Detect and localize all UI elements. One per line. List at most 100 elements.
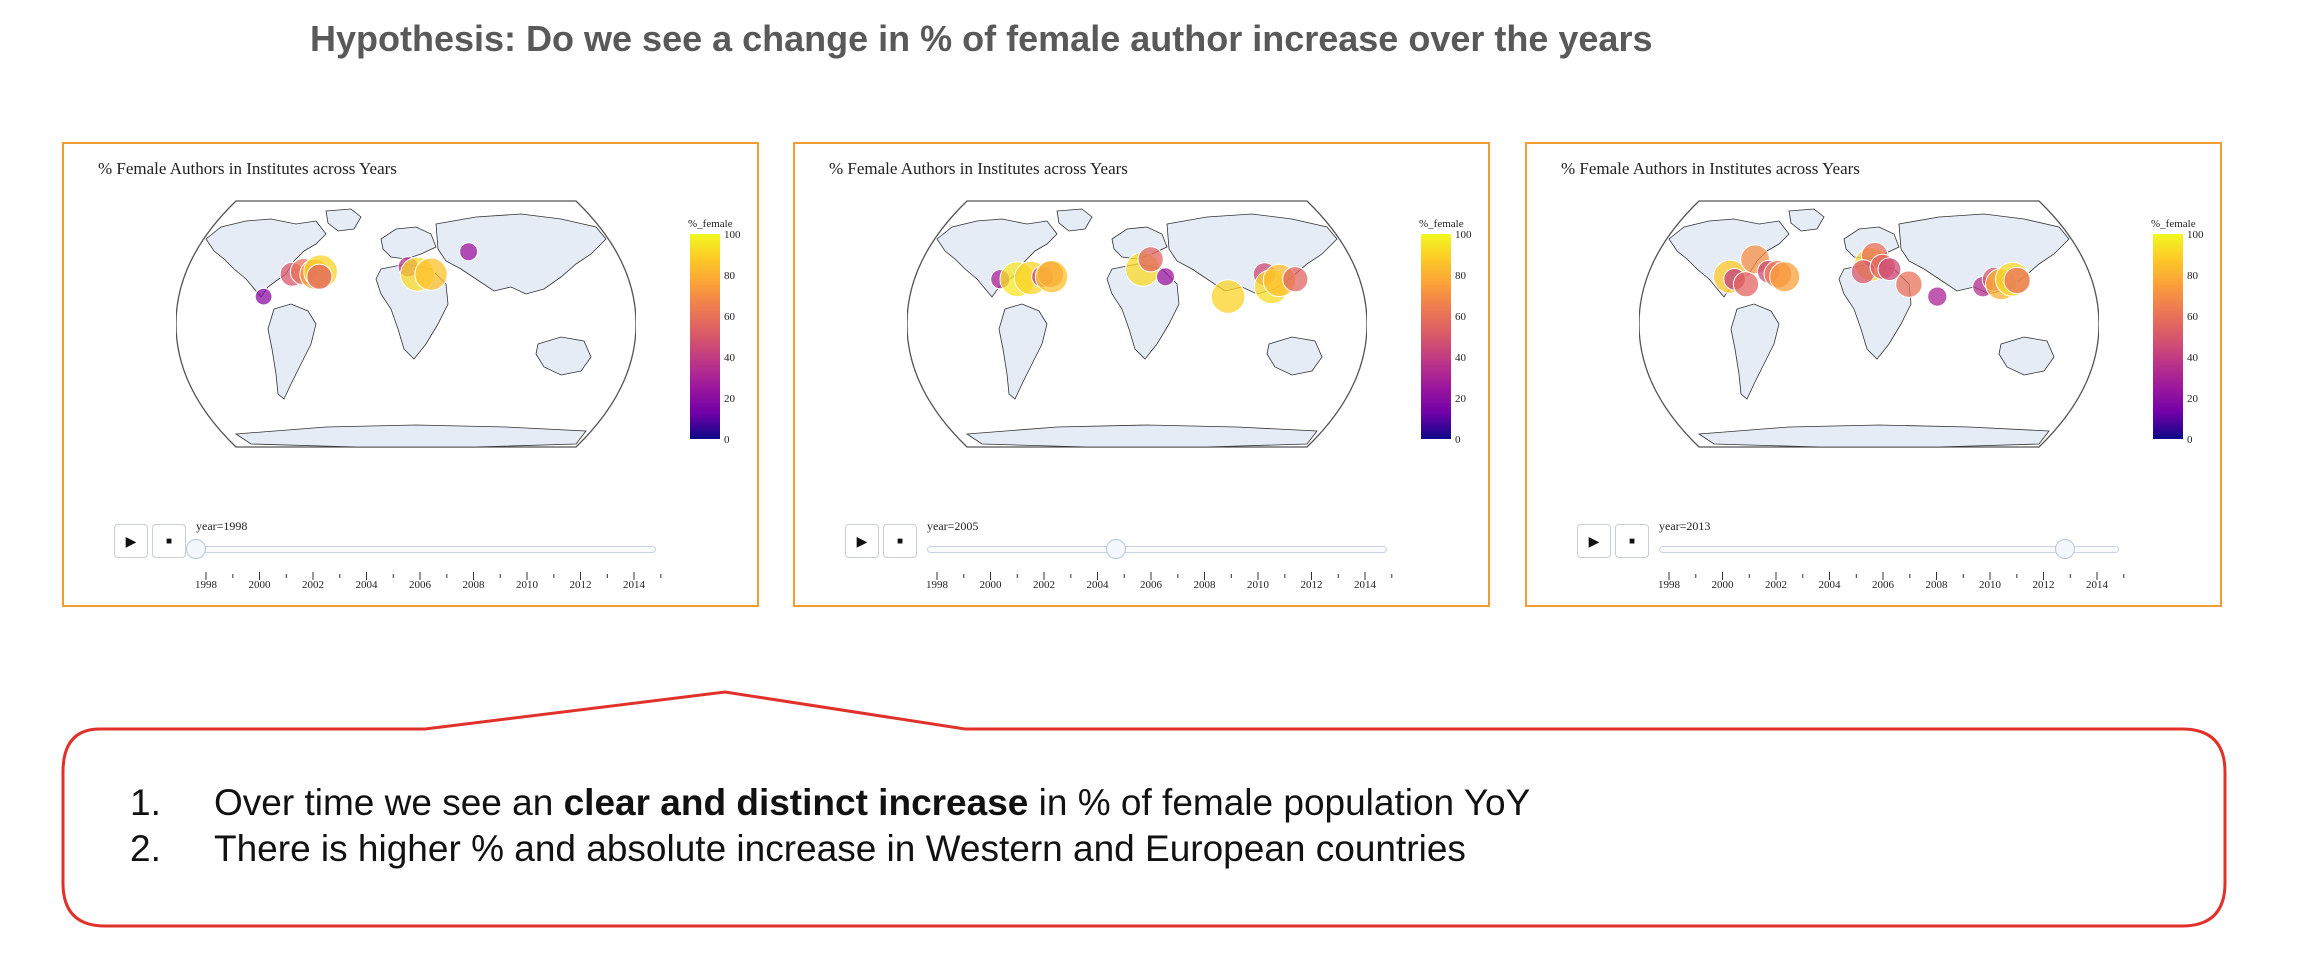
slider-ticks bbox=[205, 572, 662, 580]
data-point[interactable] bbox=[1732, 271, 1760, 298]
data-point[interactable] bbox=[2003, 266, 2031, 295]
data-point[interactable] bbox=[1282, 266, 1309, 293]
world-map bbox=[1639, 200, 2099, 448]
conclusion-emphasis: clear and distinct increase bbox=[563, 782, 1029, 823]
conclusion-text: There is higher % and absolute increase … bbox=[214, 828, 1466, 869]
data-point[interactable] bbox=[414, 257, 448, 291]
land-shape bbox=[1056, 208, 1093, 232]
slider-year-label[interactable]: 2012 bbox=[1300, 579, 1323, 591]
land-shape bbox=[965, 424, 1318, 448]
slider-year-label[interactable]: 2004 bbox=[1086, 579, 1109, 591]
conclusion-number: 1. bbox=[130, 782, 161, 823]
slider-year-label[interactable]: 1998 bbox=[195, 579, 217, 591]
chart-panel: % Female Authors in Institutes across Ye… bbox=[1525, 142, 2222, 607]
current-year-label: year=2013 bbox=[1659, 519, 1711, 533]
land-shape bbox=[380, 226, 437, 260]
colorbar-tick-label: 60 bbox=[2187, 311, 2198, 323]
slider-year-label[interactable]: 2002 bbox=[1033, 579, 1055, 591]
slider-year-label[interactable]: 2006 bbox=[409, 579, 431, 591]
conclusion-item: 2. There is higher % and absolute increa… bbox=[130, 826, 1530, 872]
play-icon: ▶ bbox=[1588, 532, 1600, 549]
colorbar-tick-label: 60 bbox=[724, 311, 735, 323]
slider-year-label[interactable]: 2010 bbox=[1979, 579, 2001, 591]
slider-ticks bbox=[1668, 572, 2125, 580]
data-point[interactable] bbox=[1895, 270, 1923, 298]
data-point[interactable] bbox=[254, 287, 273, 306]
colorbar-tick-label: 20 bbox=[724, 393, 735, 405]
stop-button[interactable]: ■ bbox=[152, 524, 186, 558]
page-title: Hypothesis: Do we see a change in % of f… bbox=[310, 18, 1653, 59]
year-slider-handle[interactable] bbox=[1106, 539, 1126, 559]
slider-year-label[interactable]: 2004 bbox=[355, 579, 378, 591]
slider-year-label[interactable]: 2014 bbox=[1354, 579, 1376, 591]
colorbar-tick-label: 100 bbox=[1455, 229, 1472, 241]
data-point[interactable] bbox=[1034, 259, 1069, 294]
colorbar bbox=[2153, 234, 2183, 439]
year-slider-handle[interactable] bbox=[2055, 539, 2075, 559]
slider-ticks bbox=[936, 572, 1393, 580]
data-point[interactable] bbox=[459, 242, 479, 262]
colorbar-tick-label: 100 bbox=[2187, 229, 2204, 241]
colorbar-tick-label: 20 bbox=[1455, 393, 1466, 405]
year-slider-track[interactable] bbox=[196, 546, 656, 553]
land-shape bbox=[435, 213, 607, 295]
slider-year-label[interactable]: 2010 bbox=[516, 579, 538, 591]
slider-year-label[interactable]: 2006 bbox=[1872, 579, 1894, 591]
data-point[interactable] bbox=[306, 263, 333, 290]
slider-year-label[interactable]: 2010 bbox=[1247, 579, 1269, 591]
slider-year-label[interactable]: 2014 bbox=[623, 579, 645, 591]
stop-icon: ■ bbox=[1628, 535, 1636, 547]
slider-year-label[interactable]: 2008 bbox=[462, 579, 485, 591]
year-slider-handle[interactable] bbox=[186, 539, 206, 559]
slider-year-label[interactable]: 2000 bbox=[248, 579, 271, 591]
data-point[interactable] bbox=[1769, 261, 1801, 293]
colorbar-tick-label: 20 bbox=[2187, 393, 2198, 405]
world-map bbox=[176, 200, 636, 448]
land-shape bbox=[1266, 336, 1323, 376]
colorbar-title: %_female bbox=[2151, 218, 2196, 230]
slider-year-label[interactable]: 2000 bbox=[1711, 579, 1734, 591]
slider-year-label[interactable]: 1998 bbox=[926, 579, 948, 591]
slider-year-label[interactable]: 2008 bbox=[1925, 579, 1948, 591]
land-shape bbox=[1788, 208, 1825, 232]
slider-year-label[interactable]: 2002 bbox=[302, 579, 324, 591]
year-slider-track[interactable] bbox=[1659, 546, 2119, 553]
colorbar-tick-label: 60 bbox=[1455, 311, 1466, 323]
play-button[interactable]: ▶ bbox=[845, 524, 879, 558]
play-button[interactable]: ▶ bbox=[114, 524, 148, 558]
conclusion-number: 2. bbox=[130, 828, 161, 869]
current-year-label: year=1998 bbox=[196, 519, 248, 533]
slider-year-label[interactable]: 2002 bbox=[1765, 579, 1787, 591]
stop-button[interactable]: ■ bbox=[1615, 524, 1649, 558]
conclusion-list: 1. Over time we see an clear and distinc… bbox=[130, 780, 1530, 872]
chart-title: % Female Authors in Institutes across Ye… bbox=[1561, 159, 1860, 178]
data-point[interactable] bbox=[1210, 279, 1246, 314]
chart-title: % Female Authors in Institutes across Ye… bbox=[829, 159, 1128, 178]
slider-year-label[interactable]: 2008 bbox=[1193, 579, 1216, 591]
slider-year-label[interactable]: 2012 bbox=[2032, 579, 2055, 591]
data-point[interactable] bbox=[1137, 246, 1164, 273]
colorbar-tick-label: 80 bbox=[2187, 270, 2198, 282]
slider-year-label[interactable]: 2012 bbox=[569, 579, 592, 591]
data-point[interactable] bbox=[1156, 267, 1175, 287]
stop-icon: ■ bbox=[165, 535, 173, 547]
data-point[interactable] bbox=[1877, 257, 1902, 282]
slider-year-label[interactable]: 1998 bbox=[1658, 579, 1680, 591]
slider-year-label[interactable]: 2006 bbox=[1140, 579, 1162, 591]
land-shape bbox=[1730, 303, 1780, 400]
colorbar-tick-label: 80 bbox=[1455, 270, 1466, 282]
slider-year-label[interactable]: 2014 bbox=[2086, 579, 2108, 591]
play-button[interactable]: ▶ bbox=[1577, 524, 1611, 558]
colorbar-tick-label: 40 bbox=[1455, 352, 1466, 364]
data-point[interactable] bbox=[1927, 286, 1948, 307]
colorbar-title: %_female bbox=[688, 218, 733, 230]
conclusion-text: Over time we see an bbox=[214, 782, 564, 823]
slider-year-label[interactable]: 2000 bbox=[979, 579, 1002, 591]
chart-panel: % Female Authors in Institutes across Ye… bbox=[62, 142, 759, 607]
slider-year-label[interactable]: 2004 bbox=[1818, 579, 1841, 591]
play-icon: ▶ bbox=[856, 532, 868, 549]
colorbar-tick-label: 40 bbox=[724, 352, 735, 364]
year-slider-track[interactable] bbox=[927, 546, 1387, 553]
land-shape bbox=[325, 208, 362, 232]
stop-button[interactable]: ■ bbox=[883, 524, 917, 558]
